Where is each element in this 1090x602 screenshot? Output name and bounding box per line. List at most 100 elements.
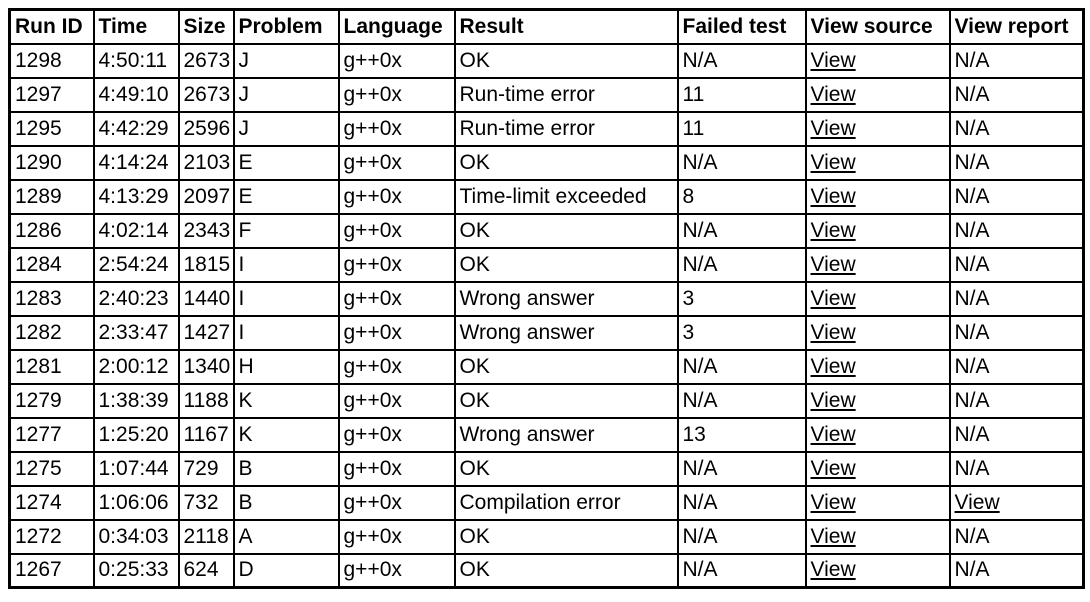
cell-result: OK [453, 212, 679, 249]
col-header-failed-test: Failed test [676, 8, 807, 45]
cell-time: 2:00:12 [92, 348, 180, 385]
cell-problem: E [232, 144, 340, 181]
cell-failed-test: 3 [676, 314, 807, 351]
runs-table: Run ID Time Size Problem Language Result… [8, 8, 1085, 589]
cell-view-source: View [804, 246, 951, 283]
cell-view-source: View [804, 42, 951, 79]
cell-run-id: 1289 [8, 178, 95, 215]
cell-size: 729 [177, 450, 235, 487]
cell-result: OK [453, 246, 679, 283]
cell-view-report: View [948, 484, 1085, 521]
cell-run-id: 1279 [8, 382, 95, 419]
cell-run-id: 1295 [8, 110, 95, 147]
view-source-link[interactable]: View [810, 354, 856, 378]
view-source-link[interactable]: View [810, 286, 856, 310]
cell-view-source: View [804, 518, 951, 555]
view-source-link[interactable]: View [810, 558, 856, 582]
view-source-link[interactable]: View [810, 252, 856, 276]
view-source-link[interactable]: View [810, 150, 856, 174]
cell-result: OK [453, 552, 679, 589]
cell-failed-test: N/A [676, 450, 807, 487]
cell-view-source: View [804, 552, 951, 589]
cell-language: g++0x [337, 144, 456, 181]
cell-failed-test: 11 [676, 76, 807, 113]
cell-view-source: View [804, 382, 951, 419]
view-source-link[interactable]: View [810, 524, 856, 548]
cell-run-id: 1277 [8, 416, 95, 453]
cell-view-source: View [804, 484, 951, 521]
view-source-link[interactable]: View [810, 320, 856, 344]
cell-problem: K [232, 416, 340, 453]
cell-view-report: N/A [948, 42, 1085, 79]
cell-run-id: 1297 [8, 76, 95, 113]
cell-result: Run-time error [453, 110, 679, 147]
cell-run-id: 1284 [8, 246, 95, 283]
view-source-link[interactable]: View [810, 48, 856, 72]
cell-size: 1340 [177, 348, 235, 385]
cell-problem: I [232, 246, 340, 283]
cell-view-report: N/A [948, 518, 1085, 555]
cell-time: 4:14:24 [92, 144, 180, 181]
cell-size: 732 [177, 484, 235, 521]
cell-size: 1815 [177, 246, 235, 283]
cell-run-id: 1286 [8, 212, 95, 249]
cell-language: g++0x [337, 416, 456, 453]
view-source-link[interactable]: View [810, 218, 856, 242]
cell-view-source: View [804, 76, 951, 113]
view-source-link[interactable]: View [810, 388, 856, 412]
cell-view-report: N/A [948, 450, 1085, 487]
cell-problem: D [232, 552, 340, 589]
cell-run-id: 1281 [8, 348, 95, 385]
cell-failed-test: N/A [676, 552, 807, 589]
cell-size: 2118 [177, 518, 235, 555]
view-source-link[interactable]: View [810, 116, 856, 140]
cell-view-report: N/A [948, 110, 1085, 147]
view-source-link[interactable]: View [810, 490, 856, 514]
view-source-link[interactable]: View [810, 422, 856, 446]
cell-view-source: View [804, 280, 951, 317]
view-source-link[interactable]: View [810, 456, 856, 480]
cell-view-report: N/A [948, 416, 1085, 453]
cell-view-source: View [804, 314, 951, 351]
cell-size: 2673 [177, 76, 235, 113]
cell-view-report: N/A [948, 280, 1085, 317]
cell-result: Wrong answer [453, 416, 679, 453]
cell-problem: I [232, 314, 340, 351]
cell-language: g++0x [337, 348, 456, 385]
cell-result: Run-time error [453, 76, 679, 113]
cell-language: g++0x [337, 518, 456, 555]
cell-failed-test: N/A [676, 212, 807, 249]
col-header-size: Size [177, 8, 235, 45]
cell-run-id: 1275 [8, 450, 95, 487]
cell-failed-test: N/A [676, 42, 807, 79]
view-report-link[interactable]: View [954, 490, 1000, 514]
cell-view-report: N/A [948, 178, 1085, 215]
col-header-language: Language [337, 8, 456, 45]
view-source-link[interactable]: View [810, 82, 856, 106]
cell-problem: J [232, 110, 340, 147]
cell-time: 1:07:44 [92, 450, 180, 487]
cell-result: Time-limit exceeded [453, 178, 679, 215]
cell-language: g++0x [337, 76, 456, 113]
cell-failed-test: N/A [676, 382, 807, 419]
cell-size: 2343 [177, 212, 235, 249]
cell-run-id: 1267 [8, 552, 95, 589]
cell-view-report: N/A [948, 144, 1085, 181]
cell-run-id: 1282 [8, 314, 95, 351]
cell-view-source: View [804, 416, 951, 453]
cell-language: g++0x [337, 450, 456, 487]
cell-failed-test: 8 [676, 178, 807, 215]
cell-view-source: View [804, 212, 951, 249]
view-source-link[interactable]: View [810, 184, 856, 208]
cell-failed-test: N/A [676, 518, 807, 555]
cell-failed-test: N/A [676, 144, 807, 181]
